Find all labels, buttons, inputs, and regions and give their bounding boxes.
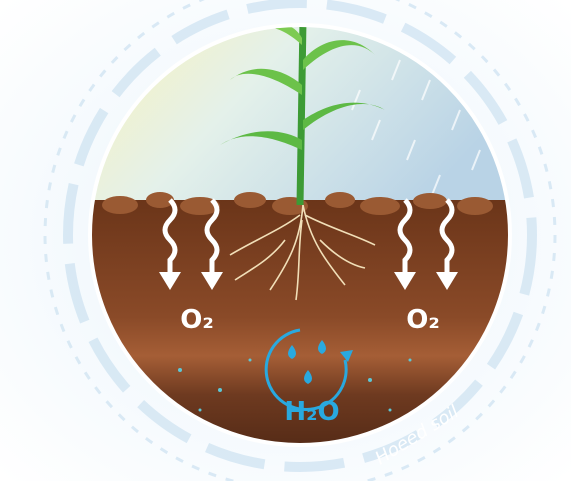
water-label: H₂O bbox=[284, 397, 339, 427]
oxygen-label: O₂ bbox=[180, 305, 214, 335]
page: {"labels": {"oxygen_left": "O₂", "oxygen… bbox=[0, 0, 571, 481]
oxygen-label: O₂ bbox=[406, 305, 440, 335]
illustration: O₂ O₂ H₂O Hoeed soil bbox=[0, 0, 571, 481]
